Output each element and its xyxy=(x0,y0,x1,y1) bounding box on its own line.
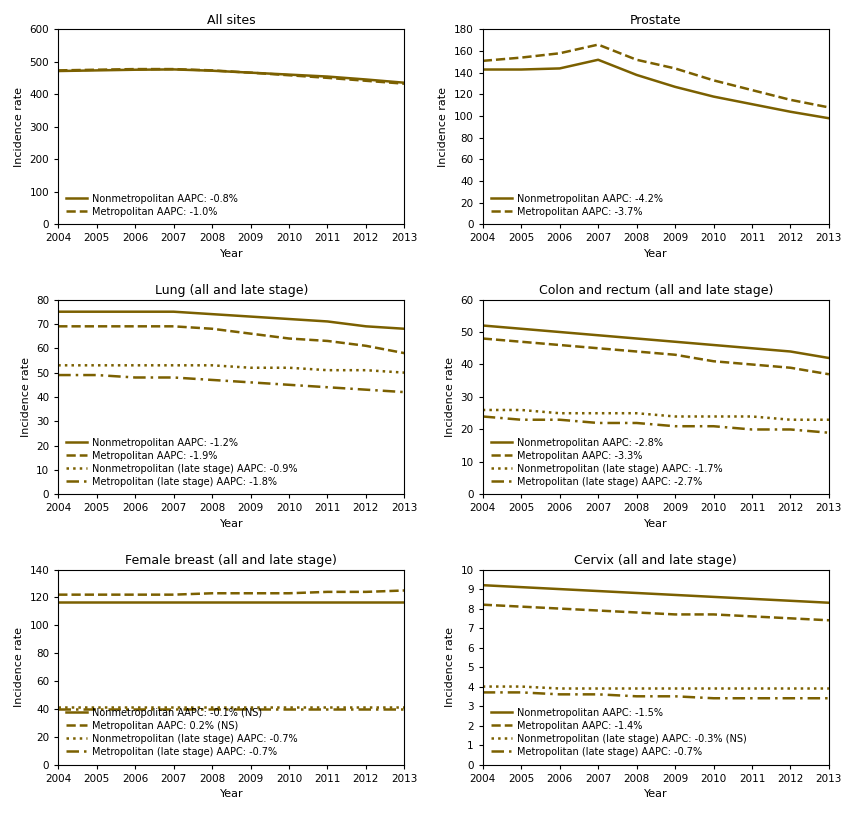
Legend: Nonmetropolitan AAPC: -1.5%, Metropolitan AAPC: -1.4%, Nonmetropolitan (late sta: Nonmetropolitan AAPC: -1.5%, Metropolita… xyxy=(488,705,750,759)
Title: All sites: All sites xyxy=(207,14,256,27)
Legend: Nonmetropolitan AAPC: -0.8%, Metropolitan AAPC: -1.0%: Nonmetropolitan AAPC: -0.8%, Metropolita… xyxy=(63,191,241,220)
Y-axis label: Incidence rate: Incidence rate xyxy=(21,357,31,437)
Legend: Nonmetropolitan AAPC: -4.2%, Metropolitan AAPC: -3.7%: Nonmetropolitan AAPC: -4.2%, Metropolita… xyxy=(488,191,666,220)
X-axis label: Year: Year xyxy=(644,249,668,259)
Title: Cervix (all and late stage): Cervix (all and late stage) xyxy=(574,554,737,567)
Y-axis label: Incidence rate: Incidence rate xyxy=(445,357,455,437)
X-axis label: Year: Year xyxy=(219,249,243,259)
X-axis label: Year: Year xyxy=(219,519,243,529)
X-axis label: Year: Year xyxy=(219,789,243,799)
Legend: Nonmetropolitan AAPC: -1.2%, Metropolitan AAPC: -1.9%, Nonmetropolitan (late sta: Nonmetropolitan AAPC: -1.2%, Metropolita… xyxy=(63,435,300,489)
Legend: Nonmetropolitan AAPC: -0.1% (NS), Metropolitan AAPC: 0.2% (NS), Nonmetropolitan : Nonmetropolitan AAPC: -0.1% (NS), Metrop… xyxy=(63,705,300,759)
Legend: Nonmetropolitan AAPC: -2.8%, Metropolitan AAPC: -3.3%, Nonmetropolitan (late sta: Nonmetropolitan AAPC: -2.8%, Metropolita… xyxy=(488,435,725,489)
Title: Lung (all and late stage): Lung (all and late stage) xyxy=(155,284,308,297)
X-axis label: Year: Year xyxy=(644,789,668,799)
Y-axis label: Incidence rate: Incidence rate xyxy=(14,87,24,167)
Y-axis label: Incidence rate: Incidence rate xyxy=(445,627,455,707)
Title: Prostate: Prostate xyxy=(630,14,681,27)
Y-axis label: Incidence rate: Incidence rate xyxy=(14,627,24,707)
Y-axis label: Incidence rate: Incidence rate xyxy=(438,87,449,167)
Title: Colon and rectum (all and late stage): Colon and rectum (all and late stage) xyxy=(538,284,773,297)
X-axis label: Year: Year xyxy=(644,519,668,529)
Title: Female breast (all and late stage): Female breast (all and late stage) xyxy=(125,554,337,567)
